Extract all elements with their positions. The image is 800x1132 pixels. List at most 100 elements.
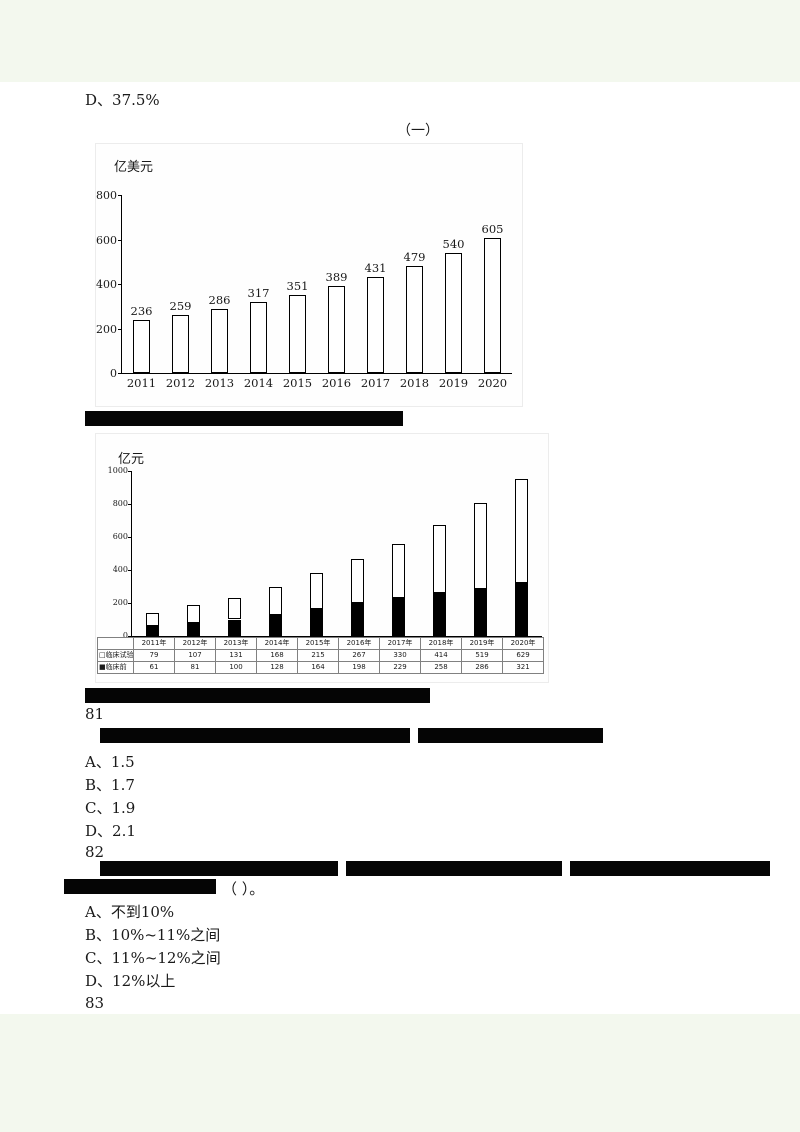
- bar-value-label: 286: [208, 293, 231, 308]
- table-cell: 79: [133, 649, 175, 662]
- table-cell: 128: [256, 661, 298, 674]
- x-axis-tick-label: 2012: [165, 376, 196, 390]
- stacked-bar-bottom-segment: [146, 625, 159, 636]
- y-axis-tick-label: 800: [112, 499, 128, 508]
- y-axis-tick-mark: [128, 504, 132, 505]
- chart1-us-dollar-bar-chart: 亿美元 0 200 400 600 800 236 2011 259 2012 286 2013 31…: [95, 143, 523, 407]
- table-cell: 198: [338, 661, 380, 674]
- table-cell: 258: [420, 661, 462, 674]
- bar-value-label: 605: [481, 222, 504, 237]
- question-81-number: 81: [85, 705, 105, 723]
- chart2-yuan-stacked-bar-chart: 亿元 0 200 400 600 800 1000 2011年 2012年 2013年 2014…: [95, 433, 549, 683]
- stacked-bar-bottom-segment: [433, 593, 446, 636]
- bar-value-label: 540: [442, 236, 465, 251]
- x-axis-tick-label: 2020: [477, 376, 508, 390]
- y-axis-tick-mark: [118, 328, 122, 330]
- table-cell: 2018年: [420, 637, 462, 650]
- stacked-bar-bottom-segment: [515, 583, 528, 636]
- table-cell: [97, 637, 134, 650]
- table-cell: 414: [420, 649, 462, 662]
- table-cell: 2020年: [502, 637, 544, 650]
- y-axis-tick-label: 200: [112, 598, 128, 607]
- section-label: （一）: [397, 123, 439, 139]
- y-axis-tick-label: 800: [96, 189, 117, 202]
- stacked-bar-bottom-segment: [351, 603, 364, 636]
- y-axis-tick-label: 1000: [107, 466, 128, 475]
- bar: [484, 238, 501, 373]
- y-axis-tick-label: 400: [96, 278, 117, 291]
- stacked-bar-top-segment: [310, 573, 323, 609]
- stacked-bar-top-segment: [269, 587, 282, 615]
- bar: [445, 252, 462, 373]
- y-axis-tick-mark: [128, 570, 132, 571]
- x-axis-tick-label: 2016: [321, 376, 352, 390]
- table-cell: 2013年: [215, 637, 257, 650]
- y-axis-tick-label: 200: [96, 322, 117, 336]
- stacked-bar-top-segment: [474, 503, 487, 589]
- bar: [211, 309, 228, 373]
- y-axis-tick-label: 0: [122, 631, 128, 640]
- table-cell: 164: [297, 661, 339, 674]
- bar-value-label: 389: [325, 270, 348, 285]
- table-cell: 330: [379, 649, 421, 662]
- table-cell: ■临床前: [97, 661, 134, 674]
- table-series-row: □临床试验 79 107 131 168 215 267 330 414 519 629: [97, 649, 544, 662]
- table-cell: 131: [215, 649, 257, 662]
- table-cell: 2017年: [379, 637, 421, 650]
- question-81-option-c: C、1.9: [85, 799, 136, 817]
- chart2-plot: 0 200 400 600 800 1000: [108, 466, 542, 640]
- redacted-text: [100, 728, 410, 743]
- redacted-text: [346, 861, 562, 876]
- question-81-option-a: A、1.5: [85, 753, 135, 771]
- redacted-text: [64, 879, 216, 894]
- stacked-bar-top-segment: [433, 525, 446, 594]
- redacted-text: [100, 861, 338, 876]
- question-82-option-b: B、10%~11%之间: [85, 926, 221, 944]
- bar-value-label: 431: [364, 261, 387, 276]
- question-82-option-c: C、11%~12%之间: [85, 949, 221, 967]
- x-axis-tick-label: 2015: [282, 376, 313, 390]
- question-82-stem-visible-tail: （ ）。: [222, 880, 265, 898]
- question-83-number: 83: [85, 994, 105, 1012]
- question-82-number: 82: [85, 843, 105, 861]
- bar-value-label: 351: [286, 278, 309, 293]
- table-cell: 286: [461, 661, 503, 674]
- table-cell: 2012年: [174, 637, 216, 650]
- stacked-bar-bottom-segment: [228, 619, 241, 636]
- table-cell: 168: [256, 649, 298, 662]
- table-cell: 81: [174, 661, 216, 674]
- bar-value-label: 479: [403, 250, 426, 265]
- x-axis-tick-label: 2014: [243, 376, 274, 390]
- table-cell: 321: [502, 661, 544, 674]
- redacted-chart2-caption: [85, 688, 430, 703]
- y-axis-tick-mark: [118, 239, 122, 241]
- table-cell: 2011年: [133, 637, 175, 650]
- table-cell: 519: [461, 649, 503, 662]
- table-cell: 107: [174, 649, 216, 662]
- bar-value-label: 317: [247, 286, 270, 301]
- y-axis-tick-mark: [128, 537, 132, 538]
- bar: [328, 286, 345, 373]
- stacked-bar-top-segment: [228, 597, 241, 620]
- previous-question-option-d: D、37.5%: [85, 91, 160, 109]
- chart2-unit-label: 亿元: [118, 452, 145, 467]
- chart1-plot: 0 200 400 600 800 236 2011 259 2012 286 2013 317 201…: [96, 189, 512, 390]
- stacked-bar-top-segment: [146, 612, 159, 626]
- table-cell: 229: [379, 661, 421, 674]
- stacked-bar-bottom-segment: [474, 588, 487, 636]
- stacked-bar-top-segment: [351, 559, 364, 604]
- y-axis-tick-label: 600: [96, 233, 117, 247]
- redacted-text: [570, 861, 770, 876]
- bar: [367, 277, 384, 373]
- bar: [289, 294, 306, 373]
- stacked-bar-top-segment: [187, 604, 200, 623]
- table-cell: 100: [215, 661, 257, 674]
- question-81-option-d: D、2.1: [85, 822, 136, 840]
- table-cell: 2019年: [461, 637, 503, 650]
- y-axis-tick-label: 0: [110, 367, 117, 380]
- table-cell: 629: [502, 649, 544, 662]
- question-82-option-a: A、不到10%: [85, 903, 175, 921]
- table-cell: 215: [297, 649, 339, 662]
- stacked-bar-top-segment: [392, 543, 405, 599]
- stacked-bar-top-segment: [515, 479, 528, 584]
